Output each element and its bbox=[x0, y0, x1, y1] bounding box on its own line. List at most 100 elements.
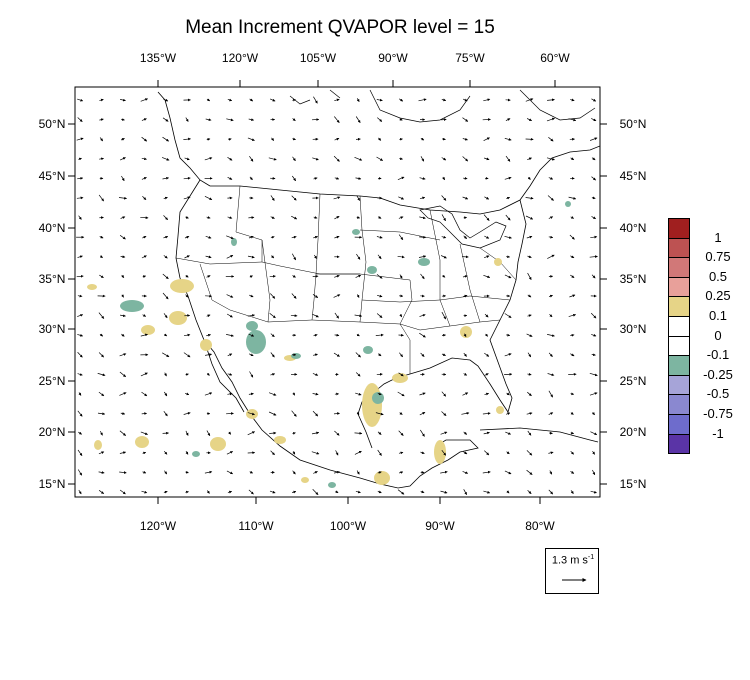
wind-vector bbox=[527, 255, 532, 259]
colorbar-swatch bbox=[668, 394, 690, 415]
wind-vector bbox=[291, 195, 297, 201]
wind-vector bbox=[591, 118, 597, 122]
contour-positive bbox=[169, 311, 187, 325]
left-latitude-label: 15°N bbox=[39, 477, 66, 491]
wind-vector bbox=[99, 430, 103, 436]
wind-vector bbox=[121, 294, 124, 298]
right-latitude-label: 25°N bbox=[620, 374, 647, 388]
wind-vector bbox=[249, 294, 254, 298]
wind-vector bbox=[292, 470, 296, 475]
wind-vector bbox=[463, 176, 468, 180]
wind-vector bbox=[249, 98, 254, 102]
colorbar-label: 0 bbox=[714, 327, 722, 343]
wind-vector bbox=[590, 235, 598, 239]
wind-vector bbox=[333, 294, 341, 298]
wind-vector bbox=[420, 429, 425, 437]
wind-vector bbox=[418, 255, 427, 258]
wind-vector bbox=[141, 391, 148, 397]
wind-vector bbox=[463, 294, 468, 298]
wind-vector bbox=[591, 412, 595, 416]
contour-positive bbox=[301, 477, 309, 483]
wind-vector bbox=[270, 236, 275, 239]
contour-negative bbox=[246, 321, 258, 331]
wind-vector bbox=[142, 195, 147, 201]
wind-vector bbox=[526, 235, 533, 239]
wind-vector bbox=[77, 352, 83, 358]
wind-vector bbox=[398, 372, 404, 377]
wind-vector bbox=[461, 411, 470, 415]
wind-vector bbox=[206, 314, 211, 318]
wind-vector bbox=[312, 373, 319, 376]
left-latitude-label: 50°N bbox=[39, 117, 66, 131]
wind-vector bbox=[354, 431, 363, 435]
wind-vector bbox=[140, 372, 148, 377]
wind-vector bbox=[140, 98, 149, 102]
wind-vector bbox=[356, 195, 361, 201]
wind-vector bbox=[77, 294, 83, 298]
top-longitude-label: 75°W bbox=[455, 51, 485, 65]
wind-vector bbox=[334, 98, 340, 102]
wind-vector bbox=[420, 137, 425, 141]
wind-vector bbox=[119, 235, 126, 240]
wind-vector bbox=[525, 196, 534, 200]
wind-vector bbox=[419, 314, 426, 317]
wind-vector bbox=[590, 431, 598, 436]
wind-vector bbox=[268, 392, 277, 396]
wind-vector bbox=[354, 450, 362, 455]
contour-positive bbox=[374, 471, 390, 485]
reference-vector-label: 1.3 m s-1 bbox=[546, 554, 600, 567]
wind-vector bbox=[463, 372, 468, 376]
wind-vector bbox=[569, 234, 575, 240]
contour-positive bbox=[434, 440, 446, 464]
wind-vector bbox=[120, 255, 126, 259]
wind-vector bbox=[591, 333, 597, 337]
wind-vector bbox=[183, 333, 191, 337]
wind-vector bbox=[441, 449, 447, 456]
wind-vector bbox=[548, 176, 554, 180]
wind-vector bbox=[377, 353, 382, 357]
wind-vector bbox=[377, 431, 382, 435]
wind-vector bbox=[419, 392, 426, 396]
wind-vector bbox=[247, 431, 256, 436]
wind-vector bbox=[78, 157, 82, 161]
wind-vector bbox=[504, 235, 512, 239]
top-longitude-label: 120°W bbox=[222, 51, 259, 65]
wind-vector bbox=[549, 470, 553, 475]
wind-vector bbox=[397, 391, 405, 397]
wind-vector bbox=[463, 431, 468, 435]
wind-vector bbox=[354, 314, 363, 318]
wind-vector bbox=[527, 176, 531, 180]
wind-vector bbox=[185, 490, 189, 494]
wind-vector bbox=[163, 313, 168, 319]
wind-vector bbox=[292, 137, 296, 141]
colorbar-swatch bbox=[668, 218, 690, 239]
wind-vector bbox=[269, 313, 276, 319]
wind-vector bbox=[399, 274, 403, 279]
wind-vector bbox=[313, 177, 318, 180]
wind-vector bbox=[441, 157, 447, 161]
colorbar-label: -1 bbox=[712, 425, 724, 441]
wind-vector bbox=[228, 138, 232, 141]
contour-negative bbox=[231, 238, 237, 246]
bottom-longitude-label: 100°W bbox=[330, 519, 367, 533]
wind-vector bbox=[526, 333, 533, 337]
wind-vector bbox=[334, 116, 340, 123]
right-latitude-label: 35°N bbox=[620, 272, 647, 286]
wind-vector bbox=[506, 392, 510, 396]
wind-vector bbox=[76, 196, 84, 200]
wind-vector bbox=[312, 294, 319, 298]
wind-vector bbox=[375, 412, 384, 416]
wind-vector bbox=[548, 294, 553, 298]
wind-vector bbox=[334, 333, 340, 337]
wind-vector bbox=[247, 255, 255, 259]
wind-vector bbox=[570, 333, 575, 337]
wind-vector bbox=[548, 412, 554, 415]
contour-negative bbox=[352, 229, 360, 235]
wind-vector bbox=[377, 216, 382, 219]
wind-vector bbox=[77, 176, 84, 180]
wind-vector bbox=[505, 412, 511, 416]
wind-vector bbox=[141, 490, 148, 494]
wind-vector bbox=[483, 431, 490, 435]
wind-vector bbox=[440, 255, 447, 259]
colorbar-label: 0.75 bbox=[705, 249, 731, 265]
